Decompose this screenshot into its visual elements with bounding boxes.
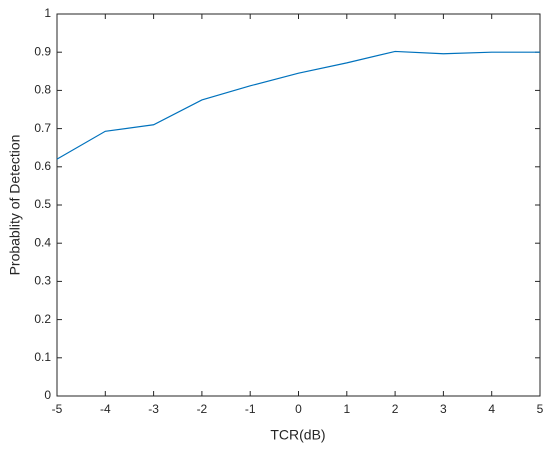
y-tick-label: 0.9 xyxy=(34,44,51,58)
x-tick-label: -5 xyxy=(52,402,63,416)
x-tick-label: 3 xyxy=(440,402,447,416)
data-line xyxy=(56,50,540,160)
y-tick-label: 0.5 xyxy=(34,197,51,211)
x-tick-label: 0 xyxy=(295,402,302,416)
y-tick-label: 0.2 xyxy=(34,312,51,326)
y-tick-label: 0.3 xyxy=(34,274,51,288)
y-tick-label: 0.6 xyxy=(34,159,51,173)
x-tick-label: 5 xyxy=(537,402,544,416)
plot-frame xyxy=(56,13,541,397)
y-tick-label: 1 xyxy=(44,6,51,20)
y-tick-label: 0 xyxy=(44,388,51,402)
x-tick-label: -4 xyxy=(100,402,111,416)
x-tick-label: -2 xyxy=(197,402,208,416)
x-axis-label: TCR(dB) xyxy=(270,427,325,443)
y-axis-label: Probablity of Detection xyxy=(7,135,23,276)
y-tick-label: 0.4 xyxy=(34,235,51,249)
y-tick-label: 0.8 xyxy=(34,83,51,97)
x-tick-label: 2 xyxy=(392,402,399,416)
x-tick-label: -1 xyxy=(245,402,256,416)
x-tick-label: 4 xyxy=(488,402,495,416)
y-tick-label: 0.1 xyxy=(34,350,51,364)
x-tick-label: -3 xyxy=(148,402,159,416)
x-tick-label: 1 xyxy=(343,402,350,416)
y-tick-label: 0.7 xyxy=(34,121,51,135)
